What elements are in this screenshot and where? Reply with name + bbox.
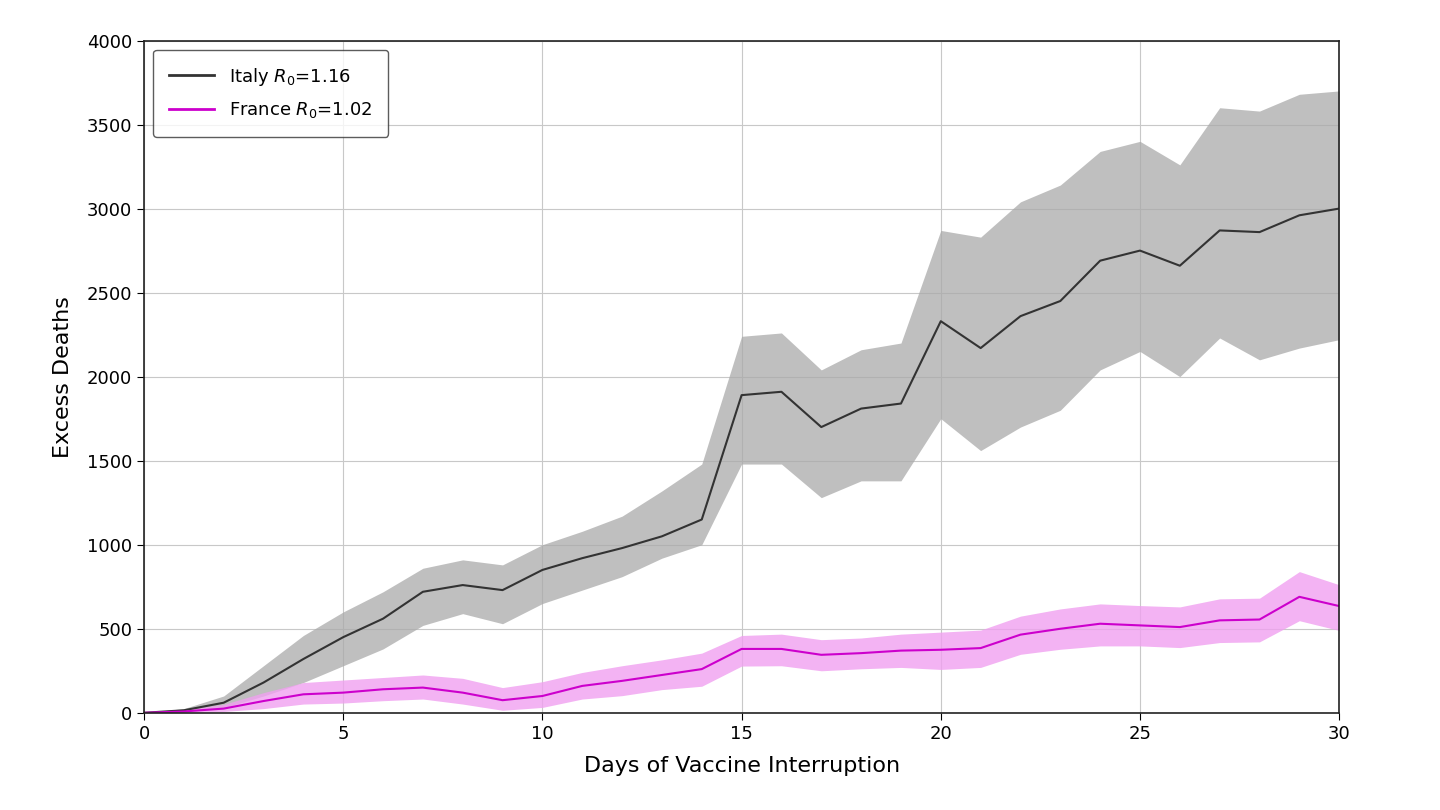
X-axis label: Days of Vaccine Interruption: Days of Vaccine Interruption	[583, 757, 900, 777]
Y-axis label: Excess Deaths: Excess Deaths	[53, 296, 73, 458]
Legend: Italy $R_0$=1.16, France $R_0$=1.02: Italy $R_0$=1.16, France $R_0$=1.02	[153, 49, 389, 137]
